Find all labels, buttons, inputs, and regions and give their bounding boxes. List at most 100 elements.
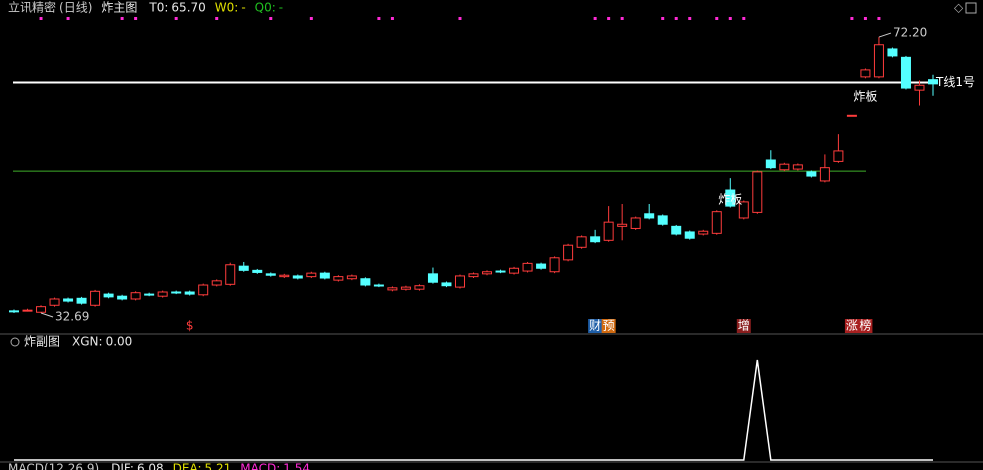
event-label: $ <box>186 319 194 333</box>
price-label: 32.69 <box>55 310 89 324</box>
header-value: 65.70 <box>171 1 205 15</box>
candle-body <box>779 163 790 171</box>
candle-body <box>900 56 911 89</box>
candle-body <box>698 230 709 235</box>
candle-body <box>590 236 601 243</box>
t-line-label: T线1号 <box>935 75 975 89</box>
header-value: - <box>241 1 245 15</box>
candle-body <box>563 244 574 261</box>
signal-dot <box>688 17 692 20</box>
header-value: 6.08 <box>137 462 164 470</box>
event-label: 预 <box>603 319 615 333</box>
signal-dot <box>607 17 611 20</box>
header-value: (日线) <box>59 1 92 15</box>
candle-body <box>400 286 411 290</box>
signal-dot <box>458 17 462 20</box>
candle-body <box>171 291 182 294</box>
candle-body <box>617 223 628 227</box>
signal-dot <box>593 17 597 20</box>
candle-body <box>454 275 465 288</box>
header-value: 0.00 <box>106 335 133 349</box>
candle-body <box>873 44 884 78</box>
candle-body <box>373 284 384 287</box>
candle-body <box>603 221 614 241</box>
candle-body <box>198 284 209 296</box>
candle-body <box>644 213 655 219</box>
candle-body <box>806 171 817 177</box>
header-label: 立讯精密 <box>8 0 56 15</box>
xgn-line <box>14 359 933 461</box>
signal-dot <box>715 17 719 20</box>
header-label: DEA: <box>173 462 202 470</box>
candle-body <box>887 48 898 57</box>
candle-body <box>792 164 803 170</box>
candle-body <box>482 271 493 275</box>
candle-body <box>846 114 857 117</box>
signal-dot <box>742 17 746 20</box>
price-label: 72.20 <box>893 26 927 40</box>
signal-dot <box>174 17 178 20</box>
candle-body <box>441 282 452 287</box>
header-value: 5.21 <box>205 462 232 470</box>
candle-body <box>387 287 398 291</box>
candle-body <box>536 263 547 269</box>
candle-body <box>103 293 114 298</box>
candle-body <box>549 257 560 273</box>
candle-body <box>522 262 533 272</box>
candle-body <box>765 159 776 169</box>
candle-body <box>752 171 763 213</box>
candle-body <box>738 201 749 219</box>
candle-body <box>427 273 438 283</box>
annotation: 炸板 <box>853 90 877 104</box>
candle-body <box>76 297 87 304</box>
event-label: 财 <box>589 319 601 333</box>
candle-body <box>117 295 128 300</box>
candle-body <box>684 231 695 239</box>
header-label: DIF: <box>111 462 134 470</box>
annotation: 炸板 <box>718 192 742 206</box>
signal-dot <box>728 17 732 20</box>
candle-body <box>184 291 195 295</box>
header-label: 炸副图 <box>24 335 60 349</box>
candle-body <box>211 280 222 286</box>
price-pointer <box>878 32 892 38</box>
candle-body <box>306 272 317 278</box>
signal-dot <box>309 17 313 20</box>
candle-body <box>238 265 249 271</box>
candle-body <box>90 290 101 306</box>
signal-dot <box>850 17 854 20</box>
event-label: 榜 <box>859 318 871 333</box>
signal-dot <box>377 17 381 20</box>
candle-body <box>36 306 47 313</box>
icon[interactable] <box>965 2 977 14</box>
candle-body <box>819 167 830 182</box>
header-value: 1.54 <box>283 462 310 470</box>
candle-body <box>928 79 938 85</box>
event-badge <box>736 319 751 333</box>
candle-body <box>671 225 682 235</box>
candle-body <box>157 291 168 297</box>
header-label: 炸主图 <box>101 1 137 15</box>
signal-dot <box>877 17 881 20</box>
signal-dot <box>269 17 273 20</box>
candle-body <box>279 274 290 278</box>
candle-body <box>22 309 33 312</box>
candle-body <box>576 236 587 248</box>
event-badge <box>601 319 616 333</box>
candle-body <box>711 211 722 234</box>
candle-body <box>414 285 425 290</box>
candle-body <box>292 275 303 279</box>
candle-body <box>468 273 479 278</box>
price-pointer <box>40 312 54 318</box>
candle-body <box>630 217 641 229</box>
event-label: 增 <box>738 319 750 333</box>
icon[interactable]: ◇ <box>954 1 964 15</box>
candle-body <box>833 150 844 162</box>
signal-dot <box>863 17 867 20</box>
event-badge <box>858 319 873 333</box>
candle-body <box>49 298 60 306</box>
candle-body <box>346 275 357 280</box>
candle-body <box>360 278 371 286</box>
header-label: XGN: <box>72 335 103 349</box>
